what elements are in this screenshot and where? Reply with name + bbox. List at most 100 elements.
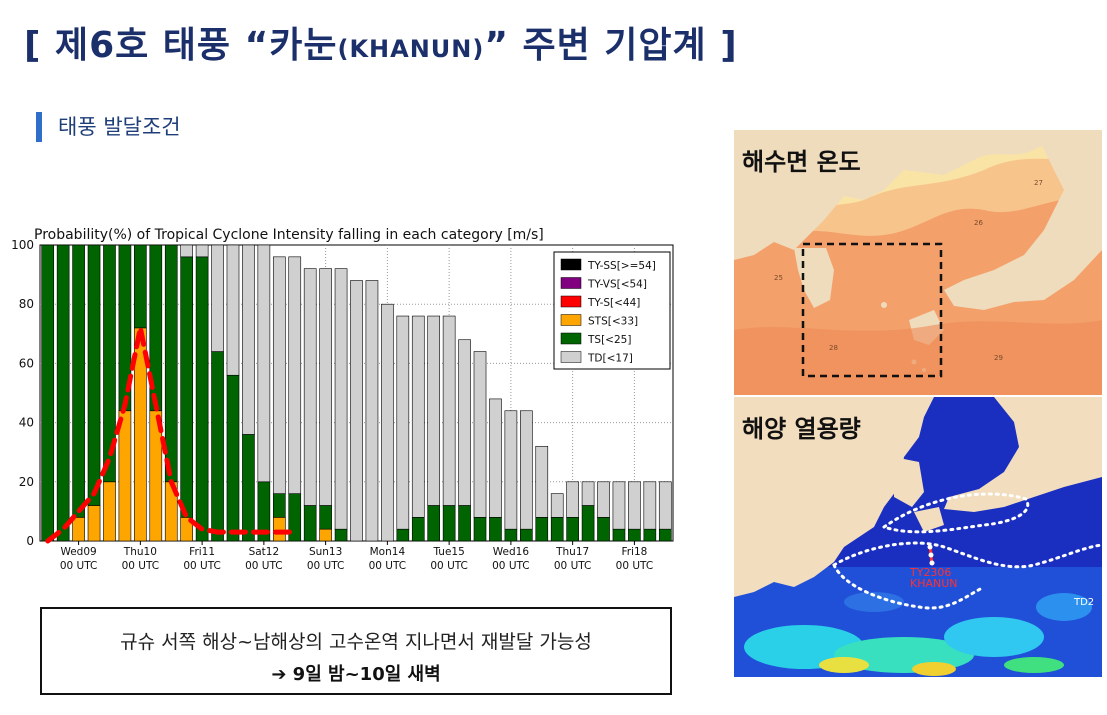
bar-segment bbox=[180, 256, 193, 518]
y-tick-label: 20 bbox=[19, 475, 34, 489]
bar-segment bbox=[489, 517, 502, 542]
bar-segment bbox=[72, 244, 85, 518]
bar-segment bbox=[597, 481, 610, 518]
bar-segment bbox=[504, 528, 518, 542]
bar-segment bbox=[272, 256, 286, 494]
x-tick-label-day: Thu17 bbox=[555, 546, 589, 558]
bar-segment bbox=[658, 528, 672, 542]
typhoon-name-label: KHANUN bbox=[910, 577, 958, 590]
bar-segment bbox=[643, 528, 657, 542]
bar-segment bbox=[473, 351, 487, 518]
x-tick-label-time: 00 UTC bbox=[492, 560, 530, 572]
bar-segment bbox=[242, 244, 255, 435]
bar-segment bbox=[334, 528, 348, 542]
bar-segment bbox=[134, 244, 147, 329]
page-title-english: (KHANUN) bbox=[337, 35, 485, 63]
bar-segment bbox=[319, 268, 332, 506]
legend-label: STS[<33] bbox=[588, 316, 638, 328]
y-tick-label: 60 bbox=[19, 356, 34, 370]
bar-segment bbox=[195, 244, 209, 258]
note-box: 규슈 서쪽 해상~남해상의 고수온역 지나면서 재발달 가능성 ➔ 9일 밤~1… bbox=[40, 607, 672, 695]
x-tick-label-day: Fri18 bbox=[621, 546, 647, 558]
legend-swatch bbox=[560, 314, 582, 326]
chart-title: Probability(%) of Tropical Cyclone Inten… bbox=[34, 227, 544, 243]
bar-segment bbox=[87, 505, 101, 542]
x-tick-label-time: 00 UTC bbox=[616, 560, 654, 572]
bar-segment bbox=[72, 517, 85, 542]
bar-segment bbox=[303, 505, 317, 542]
section-heading-label: 태풍 발달조건 bbox=[58, 115, 181, 139]
bar-segment bbox=[597, 517, 610, 542]
td-edge-label: TD2 bbox=[1073, 597, 1094, 608]
bar-segment bbox=[396, 315, 410, 530]
bar-segment bbox=[427, 505, 441, 542]
legend-swatch bbox=[560, 332, 582, 345]
x-tick-label-time: 00 UTC bbox=[430, 560, 468, 572]
bar-segment bbox=[257, 244, 271, 483]
bar-segment bbox=[427, 315, 441, 506]
ohc-label: 해양 열용량 bbox=[742, 415, 861, 443]
legend-swatch bbox=[560, 295, 582, 308]
bar-segment bbox=[535, 517, 549, 542]
legend-label: TY-VS[<54] bbox=[587, 279, 647, 291]
bar-segment bbox=[288, 256, 302, 494]
bar-segment bbox=[226, 244, 240, 376]
sea-surface-temperature-map: 25 26 27 28 29 해수면 온도 bbox=[734, 130, 1102, 395]
bar-segment bbox=[164, 244, 178, 483]
bar-segment bbox=[211, 244, 224, 352]
bar-segment bbox=[226, 374, 240, 542]
bar-segment bbox=[381, 303, 394, 542]
bar-segment bbox=[535, 445, 549, 518]
bar-segment bbox=[272, 517, 286, 542]
bar-segment bbox=[411, 517, 425, 542]
bar-segment bbox=[628, 528, 641, 542]
contour-label: 25 bbox=[774, 274, 783, 282]
bar-segment bbox=[504, 410, 518, 530]
bar-segment bbox=[319, 528, 332, 542]
bar-segment bbox=[272, 493, 286, 518]
page-title-end: ” 주변 기압계 ] bbox=[484, 25, 738, 66]
x-tick-label-day: Thu10 bbox=[123, 546, 157, 558]
x-tick-label-day: Fri11 bbox=[189, 546, 215, 558]
x-tick-label-day: Tue15 bbox=[432, 546, 464, 558]
bar-segment bbox=[103, 481, 116, 542]
page-title: [ 제6호 태풍 “카눈(KHANUN)” 주변 기압계 ] bbox=[24, 16, 738, 68]
x-tick-label-day: Wed09 bbox=[60, 546, 96, 558]
sst-map-graphic: 25 26 27 28 29 bbox=[734, 130, 1102, 395]
x-tick-label-day: Sat12 bbox=[249, 546, 280, 558]
intensity-probability-chart: Probability(%) of Tropical Cyclone Inten… bbox=[0, 218, 700, 590]
bar-segment bbox=[643, 481, 657, 530]
legend-label: TY-S[<44] bbox=[587, 297, 640, 309]
x-tick-label-time: 00 UTC bbox=[122, 560, 160, 572]
page-title-main: [ 제6호 태풍 “카눈 bbox=[24, 25, 338, 66]
bar-segment bbox=[458, 505, 471, 542]
x-tick-label-day: Sun13 bbox=[309, 546, 342, 558]
contour-label: 29 bbox=[994, 354, 1003, 362]
bar-segment bbox=[411, 315, 425, 518]
bar-segment bbox=[41, 244, 55, 542]
trend-line bbox=[45, 325, 298, 544]
bar-segment bbox=[319, 505, 332, 530]
x-tick-label-time: 00 UTC bbox=[307, 560, 345, 572]
bar-segment bbox=[180, 244, 193, 258]
contour-label: 27 bbox=[1034, 179, 1043, 187]
bar-segment bbox=[550, 517, 564, 542]
bar-segment bbox=[56, 244, 70, 542]
legend-label: TD[<17] bbox=[587, 353, 633, 365]
bar-segment bbox=[581, 505, 595, 542]
bar-segment bbox=[658, 481, 672, 530]
contour-label: 28 bbox=[829, 344, 838, 352]
y-tick-label: 100 bbox=[11, 238, 34, 252]
y-tick-label: 0 bbox=[26, 534, 34, 548]
bar-segment bbox=[195, 256, 209, 542]
bar-segment bbox=[550, 493, 564, 518]
note-line-2: ➔ 9일 밤~10일 새벽 bbox=[271, 664, 441, 685]
bar-segment bbox=[581, 481, 595, 506]
focus-area-box bbox=[801, 242, 943, 378]
y-tick-label: 80 bbox=[19, 297, 34, 311]
bar-segment bbox=[303, 268, 317, 506]
y-tick-label: 40 bbox=[19, 416, 34, 430]
sst-label: 해수면 온도 bbox=[742, 148, 861, 176]
bar-segment bbox=[612, 481, 626, 530]
bar-segment bbox=[350, 280, 363, 542]
